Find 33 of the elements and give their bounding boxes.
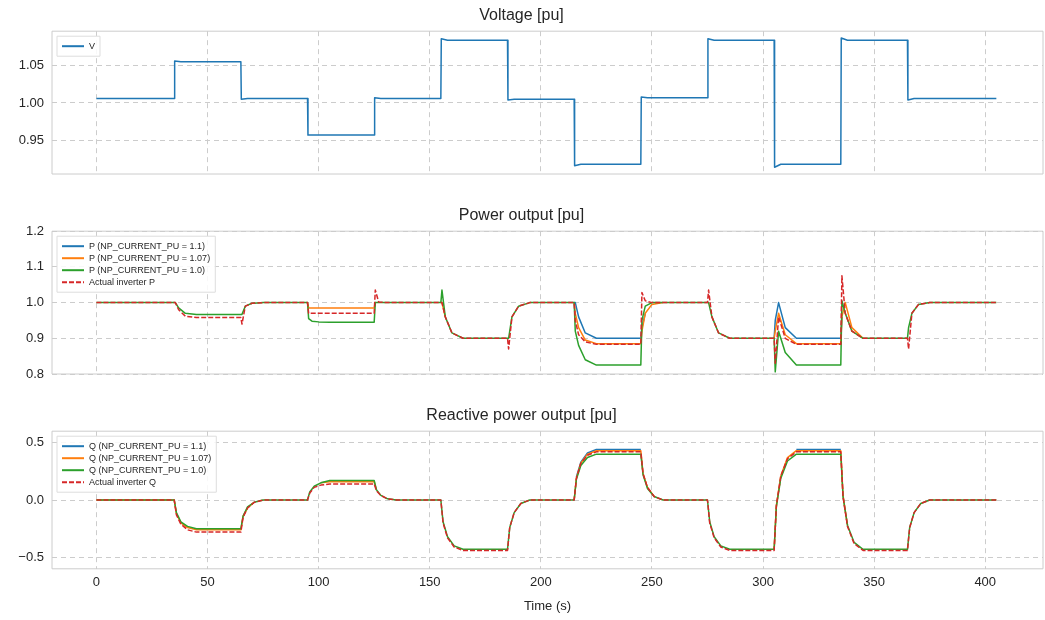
chart-title: Voltage [pu] (479, 6, 564, 24)
x-tick-label: 400 (974, 574, 997, 590)
y-tick-label: 1.05 (18, 57, 44, 73)
x-tick-label: 350 (863, 574, 885, 590)
chart-title: Reactive power output [pu] (426, 406, 617, 424)
y-tick-label: 0.9 (25, 329, 44, 345)
x-tick-label: 300 (752, 574, 774, 590)
legend-label: P (NP_CURRENT_PU = 1.1) (89, 240, 206, 251)
y-tick-label: 1.0 (25, 294, 44, 310)
legend-label: P (NP_CURRENT_PU = 1.0) (89, 264, 206, 275)
legend-label: Actual inverter P (89, 276, 156, 287)
x-axis-title: Time (s) (523, 597, 572, 613)
chart-title: Power output [pu] (458, 206, 585, 224)
y-tick-label: 1.2 (25, 222, 44, 238)
legend-label: Q (NP_CURRENT_PU = 1.07) (89, 452, 212, 463)
x-tick-label: 200 (529, 574, 552, 590)
legend-label: P (NP_CURRENT_PU = 1.07) (89, 252, 211, 263)
legend-label: V (89, 40, 96, 51)
y-tick-label: 0.8 (25, 365, 44, 381)
x-tick-label: 100 (307, 574, 330, 590)
x-tick-label: 50 (200, 574, 215, 590)
legend-label: Actual inverter Q (89, 476, 157, 487)
legend-label: Q (NP_CURRENT_PU = 1.0) (89, 464, 207, 475)
x-tick-label: 0 (92, 574, 101, 590)
x-tick-label: 250 (641, 574, 663, 590)
legend-label: Q (NP_CURRENT_PU = 1.1) (89, 440, 207, 451)
y-tick-label: 0.5 (25, 434, 44, 450)
y-tick-label: 1.1 (25, 258, 44, 274)
x-tick-label: 150 (418, 574, 441, 590)
y-tick-label: 1.00 (18, 94, 44, 110)
y-tick-label: 0.95 (18, 131, 44, 147)
y-tick-label: 0.0 (25, 491, 44, 507)
y-tick-label: −0.5 (18, 548, 44, 564)
